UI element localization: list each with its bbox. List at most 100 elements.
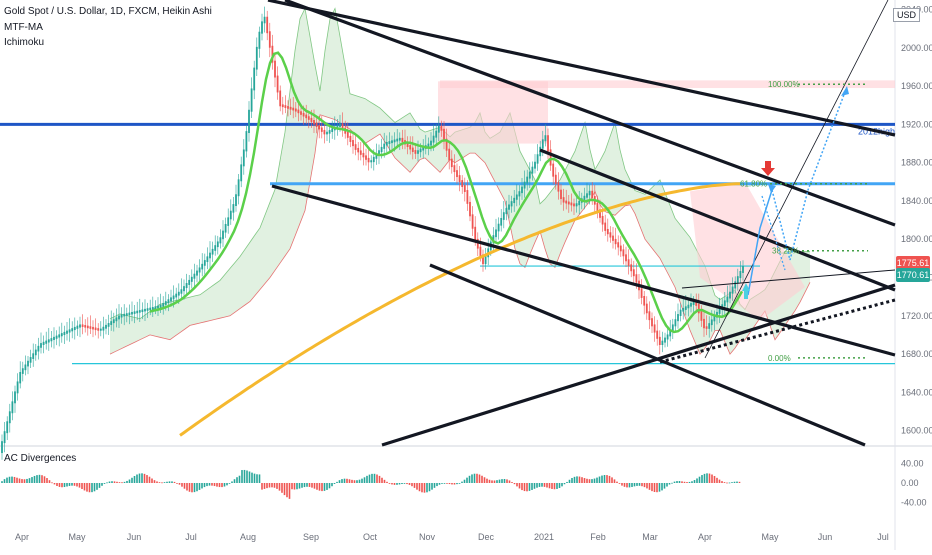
osc-bar	[498, 479, 501, 483]
osc-bar	[736, 481, 738, 483]
candle-body	[448, 148, 451, 161]
candle-body	[484, 255, 487, 265]
x-tick-label: Sep	[303, 532, 319, 542]
candle-body	[185, 283, 188, 289]
x-tick-label: Dec	[478, 532, 495, 542]
trendline	[381, 283, 896, 447]
candle-body	[664, 337, 666, 343]
osc-bar	[176, 483, 178, 484]
osc-bar	[566, 481, 568, 483]
osc-bar	[71, 483, 73, 486]
osc-bar	[246, 470, 248, 483]
candle-body	[149, 307, 152, 311]
osc-bar	[148, 476, 151, 483]
candle-body	[617, 242, 620, 248]
candle-body	[50, 338, 53, 342]
x-tick-label: Feb	[590, 532, 606, 542]
candle-body	[170, 297, 172, 302]
osc-bar	[151, 478, 153, 483]
osc-bar	[576, 476, 578, 483]
osc-bar	[338, 480, 341, 483]
candle-body	[669, 329, 672, 337]
osc-bar	[711, 474, 713, 483]
price-tag-close: 1770.61	[896, 268, 930, 283]
candle-body	[547, 135, 549, 152]
osc-bar	[721, 481, 723, 483]
osc-bar	[723, 482, 726, 483]
osc-bar	[618, 483, 621, 484]
osc-bar	[693, 480, 696, 483]
candle-body	[469, 201, 471, 217]
osc-bar	[318, 483, 321, 491]
symbol-title[interactable]: Gold Spot / U.S. Dollar, 1D, FXCM, Heiki…	[4, 6, 212, 17]
candle-body	[313, 120, 315, 125]
osc-bar	[336, 481, 338, 483]
osc-bar	[573, 476, 576, 483]
osc-bar	[523, 483, 526, 492]
osc-bar	[171, 481, 173, 483]
osc-bar	[96, 483, 98, 490]
osc-bar	[663, 483, 666, 489]
candle-body	[383, 143, 386, 149]
osc-bar	[431, 483, 433, 490]
osc-bar	[521, 483, 523, 491]
currency-button[interactable]: USD	[892, 8, 920, 22]
candle-body	[29, 357, 32, 363]
candle-body	[66, 330, 68, 334]
candle-body	[640, 288, 643, 298]
candle-body	[502, 212, 505, 220]
candle-body	[323, 129, 326, 135]
osc-bar	[278, 483, 281, 491]
osc-tick-label: -40.00	[901, 497, 927, 507]
osc-bar	[131, 477, 133, 483]
candle-body	[68, 329, 71, 333]
osc-bar	[738, 481, 741, 483]
osc-bar	[66, 483, 68, 487]
candle-body	[549, 149, 552, 166]
subpanel-title[interactable]: AC Divergences	[4, 453, 77, 464]
osc-bar	[568, 479, 571, 483]
osc-bar	[331, 483, 333, 487]
x-tick-label: May	[68, 532, 86, 542]
osc-bar	[651, 483, 653, 492]
candle-body	[237, 179, 240, 197]
candle-body	[315, 122, 318, 127]
candle-body	[466, 190, 469, 204]
osc-bar	[86, 483, 88, 492]
candle-body	[359, 150, 362, 155]
osc-bar	[48, 480, 51, 483]
osc-bar	[631, 483, 633, 487]
osc-bar	[486, 478, 488, 483]
osc-bar	[233, 479, 236, 483]
osc-bar	[213, 483, 216, 487]
osc-bar	[446, 483, 448, 484]
candle-body	[133, 311, 136, 314]
osc-bar	[153, 480, 156, 483]
osc-bar	[678, 481, 681, 483]
candle-body	[318, 124, 321, 130]
osc-bar	[18, 478, 21, 483]
candle-body	[534, 161, 536, 169]
indicator-mtf-ma[interactable]: MTF-MA	[4, 22, 43, 33]
candle-body	[651, 318, 653, 327]
candle-body	[86, 325, 89, 329]
candle-body	[370, 160, 373, 163]
candle-body	[445, 138, 448, 151]
osc-bar	[288, 483, 291, 499]
osc-bar	[51, 482, 53, 484]
candle-body	[105, 324, 107, 329]
thin-channel-line	[704, 0, 889, 359]
candle-body	[40, 343, 42, 348]
indicator-ichimoku[interactable]: Ichimoku	[4, 37, 45, 48]
candle-body	[206, 256, 209, 263]
osc-bar	[3, 479, 6, 483]
candle-body	[463, 185, 466, 192]
candle-body	[684, 306, 687, 310]
candle-body	[346, 131, 349, 138]
osc-bar	[438, 483, 441, 485]
osc-bar	[243, 469, 246, 483]
osc-bar	[551, 483, 553, 489]
candle-body	[274, 60, 276, 78]
